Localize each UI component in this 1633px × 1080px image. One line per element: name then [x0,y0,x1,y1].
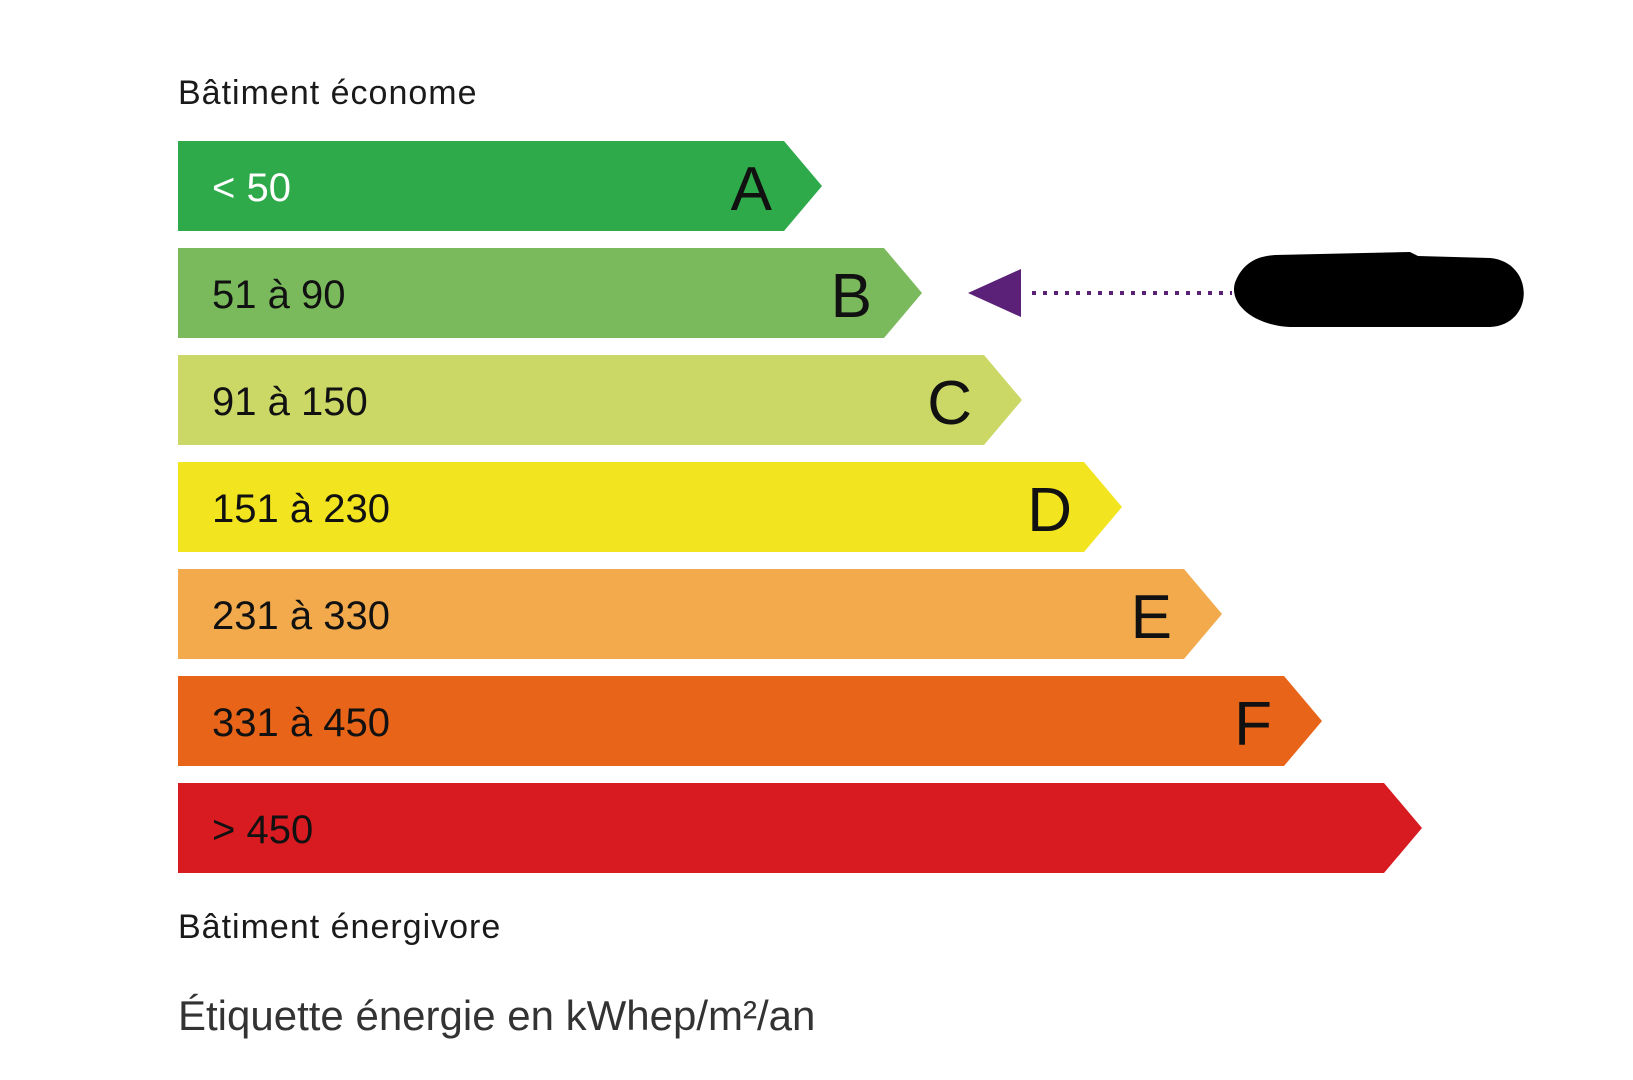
bar-class-letter: F [1234,690,1272,759]
bar-shape [178,141,822,231]
bar-range-label: > 450 [212,808,313,852]
top-label: Bâtiment économe [178,74,478,112]
bar-class-letter: E [1131,583,1172,652]
bottom-label: Bâtiment énergivore [178,908,501,946]
bar-g: > 450 [178,783,1422,873]
indicator-arrow-icon [968,269,1021,317]
bars: < 50 A 51 à 90 B 91 à 150 C 151 à 230 D 231 à 33… [178,141,1422,873]
bar-class-letter: C [927,369,972,438]
bar-range-label: 231 à 330 [212,594,390,638]
bar-d: 151 à 230 D [178,462,1122,552]
bar-range-label: 331 à 450 [212,701,390,745]
bar-range-label: 91 à 150 [212,380,368,424]
bar-f: 331 à 450 F [178,676,1322,766]
class-indicator [968,252,1524,327]
bar-class-letter: D [1027,476,1072,545]
bar-class-letter: B [831,262,872,331]
bar-c: 91 à 150 C [178,355,1022,445]
bar-range-label: 51 à 90 [212,273,345,317]
bar-range-label: < 50 [212,166,291,210]
bar-shape [178,783,1422,873]
bar-shape [178,248,922,338]
bar-e: 231 à 330 E [178,569,1222,659]
bar-range-label: 151 à 230 [212,487,390,531]
bar-shape [178,355,1022,445]
bar-shape [178,676,1322,766]
bar-class-letter: A [731,155,773,224]
redacted-value-blob [1233,252,1524,327]
bar-b: 51 à 90 B [178,248,922,338]
bar-shape [178,569,1222,659]
bar-shape [178,462,1122,552]
bar-a: < 50 A [178,141,822,231]
caption: Étiquette énergie en kWhep/m²/an [178,992,815,1039]
